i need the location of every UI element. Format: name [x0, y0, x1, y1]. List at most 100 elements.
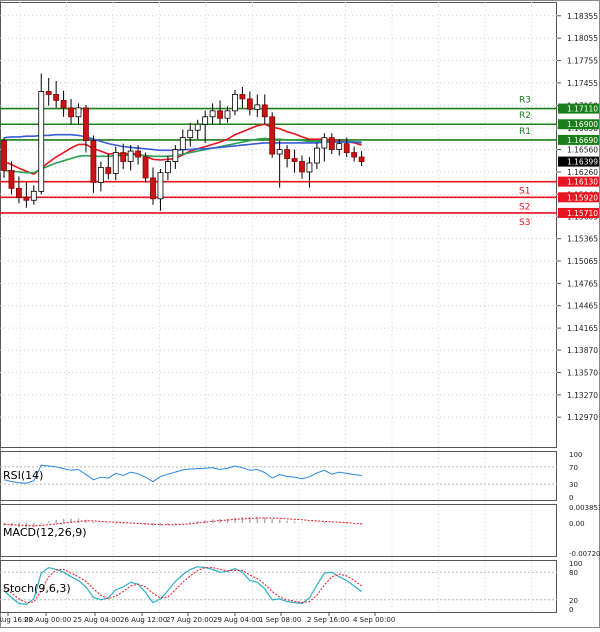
rsi-pane: 100 70 30 0 RSI(14): [0, 451, 582, 502]
time-tick-label: 2 Sep 16:00: [307, 616, 349, 624]
level-price-box-s3: [558, 207, 599, 218]
price-tick-label: 1.13270: [567, 391, 598, 400]
candle-bull: [97, 167, 104, 183]
price-tick-label: 1.16260: [567, 168, 598, 177]
candle-bear: [1, 140, 7, 171]
candle-bear: [358, 156, 365, 162]
candle-bull: [172, 149, 179, 162]
moving-average-line: [3, 137, 362, 174]
macd-label: MACD(12,26,9): [3, 526, 87, 539]
time-tick-label: 29 Aug 04:00: [213, 616, 260, 624]
candle-bear: [23, 196, 30, 201]
candle-bull: [224, 110, 231, 119]
candle-bull: [179, 137, 186, 150]
level-price-label-s1: 1.16130: [567, 178, 598, 187]
current-price-label: 1.16399: [567, 158, 598, 167]
level-name-s2: S2: [519, 202, 530, 212]
rsi-tick-label: 100: [569, 451, 582, 459]
candle-bear: [246, 98, 253, 110]
stoch-label: Stoch(9,6,3): [3, 582, 71, 595]
candle-bull: [276, 149, 283, 155]
candle-bull: [254, 104, 261, 110]
rsi-tick-label: 0: [569, 494, 573, 502]
time-tick-label: 26 Aug 12:00: [120, 616, 167, 624]
stoch-tick-label: 0: [569, 606, 573, 614]
stoch-tick-label: 100: [569, 560, 582, 568]
candle-bear: [291, 158, 298, 162]
rsi-tick-label: 70: [569, 464, 578, 472]
candle-bull: [157, 172, 164, 200]
time-tick-label: 25 Aug 04:00: [73, 616, 120, 624]
price-tick-label: 1.17455: [567, 79, 598, 88]
candle-bull: [75, 107, 82, 118]
level-price-box-r2: [558, 119, 599, 130]
candle-bear: [239, 94, 246, 100]
price-tick-label: 1.15065: [567, 257, 598, 266]
candle-bear: [45, 91, 52, 95]
candles-layer: [1, 73, 365, 211]
candle-bear: [90, 140, 97, 183]
macd-tick-label: 0.003853: [569, 504, 600, 512]
level-price-box-r1: [558, 134, 599, 145]
level-price-label-r1: 1.16690: [567, 136, 598, 145]
time-tick-label: 27 Aug 20:00: [166, 616, 213, 624]
candle-bear: [83, 107, 89, 142]
pane-frame-3: [0, 560, 557, 613]
price-tick-label: 1.16560: [567, 146, 598, 155]
candle-bull: [209, 110, 216, 118]
stoch-tick-label: 20: [569, 597, 578, 605]
level-price-box-r3: [558, 103, 599, 114]
stoch-tick-label: 80: [569, 569, 578, 577]
candle-bear: [120, 152, 127, 162]
level-name-r2: R2: [519, 111, 531, 121]
candle-bull: [38, 91, 45, 192]
candle-bull: [112, 152, 119, 174]
price-tick-label: 1.14165: [567, 324, 598, 333]
macd-tick-label: 0.00: [569, 520, 585, 528]
candle-bull: [232, 94, 238, 112]
candle-bear: [351, 152, 358, 158]
level-price-label-r3: 1.17110: [567, 105, 598, 114]
candle-bull: [194, 123, 201, 131]
level-price-label-r2: 1.16900: [567, 120, 598, 129]
candle-bear: [343, 143, 350, 153]
candle-bull: [127, 150, 134, 162]
price-tick-label: 1.14765: [567, 279, 598, 288]
stoch-k-line: [3, 566, 362, 606]
candle-bear: [269, 116, 276, 155]
pane-frame-1: [0, 451, 557, 501]
candle-bull: [321, 137, 328, 149]
level-price-box-s1: [558, 176, 599, 187]
price-tick-label: 1.13870: [567, 346, 598, 355]
pane-frame-0: [0, 2, 557, 448]
rsi-tick-label: 30: [569, 481, 578, 489]
level-name-r1: R1: [519, 127, 531, 137]
candle-bull: [336, 143, 343, 150]
price-tick-label: 1.12970: [567, 413, 598, 422]
candle-bear: [60, 99, 67, 109]
pane-frame-2: [0, 504, 557, 557]
price-tick-label: 1.18355: [567, 12, 598, 21]
candle-bear: [217, 110, 223, 119]
candle-bear: [53, 94, 60, 101]
candle-bear: [68, 107, 74, 118]
level-name-r3: R3: [519, 96, 531, 106]
rsi-label: RSI(14): [3, 469, 43, 482]
macd-signal-line: [3, 517, 362, 527]
stoch-d-line: [3, 567, 362, 604]
price-tick-label: 1.18055: [567, 34, 598, 43]
candle-bear: [135, 150, 142, 158]
candle-bull: [164, 161, 171, 174]
candle-bull: [306, 162, 313, 173]
candle-bear: [261, 104, 268, 118]
level-price-label-s3: 1.15710: [567, 209, 598, 218]
candle-bull: [30, 190, 37, 201]
rsi-line: [3, 464, 362, 484]
candle-bear: [8, 170, 15, 189]
candle-bull: [202, 116, 209, 125]
price-tick-label: 1.13570: [567, 368, 598, 377]
price-tick-label: 1.14465: [567, 302, 598, 311]
